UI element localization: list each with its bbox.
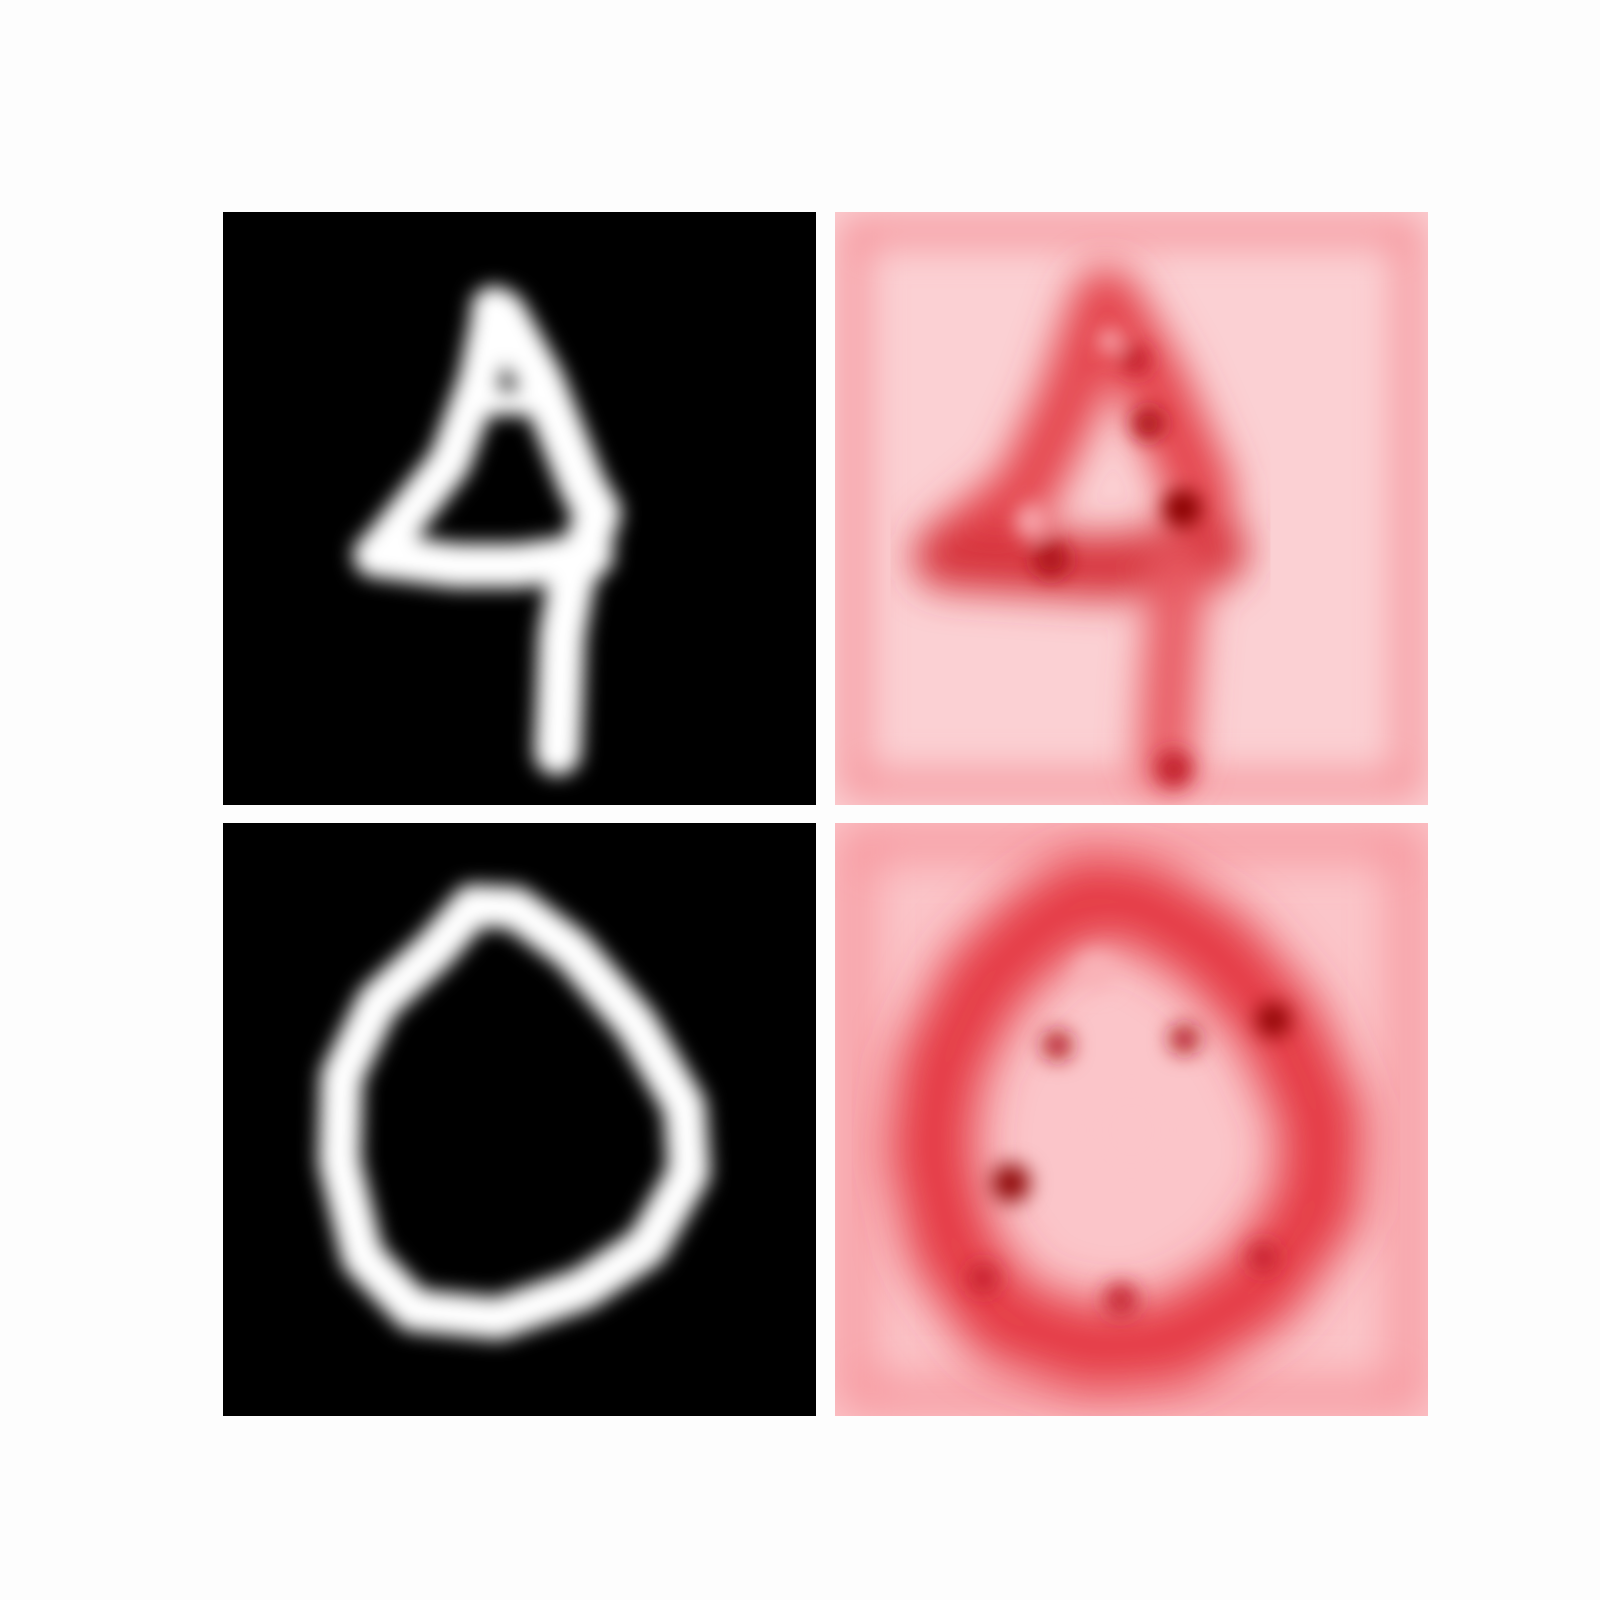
heatmap-0-lowspot bbox=[1076, 952, 1115, 991]
heatmap-4-hotspot bbox=[1031, 540, 1071, 579]
heatmap-4-lowspot bbox=[1015, 504, 1049, 539]
heatmap-0-center-light bbox=[1063, 1058, 1200, 1203]
heatmap-0-hotspot bbox=[1247, 1242, 1278, 1272]
heatmap-4-stem-glow bbox=[1137, 544, 1206, 791]
heatmap-0-ring-glow bbox=[887, 854, 1365, 1391]
digit-0-ring bbox=[318, 884, 711, 1340]
heatmap-4-left-glow bbox=[919, 273, 1134, 583]
digit-4-stem bbox=[534, 540, 598, 776]
heatmap-0-hotspot bbox=[1256, 1003, 1291, 1037]
digit-0-image bbox=[223, 823, 816, 1416]
heatmap-4-lowspot bbox=[1097, 328, 1124, 354]
heatmap-4-hotspot bbox=[1120, 345, 1151, 376]
heatmap-0-border bbox=[842, 830, 1421, 1409]
digit-4-image-svg bbox=[223, 212, 816, 805]
digit-0-heatmap-svg bbox=[835, 823, 1428, 1416]
heatmap-0-hotspot bbox=[968, 1263, 999, 1294]
digit-4-heatmap bbox=[835, 212, 1428, 805]
digit-4-heatmap-svg bbox=[835, 212, 1428, 805]
digit-0-heatmap bbox=[835, 823, 1428, 1416]
digit-4-image bbox=[223, 212, 816, 805]
heatmap-0-hotspot bbox=[1169, 1024, 1200, 1054]
digit-4-left-stroke bbox=[358, 288, 516, 573]
heatmap-0-hotspot bbox=[1042, 1030, 1073, 1061]
heatmap-4-hotspot bbox=[1163, 489, 1202, 528]
heatmap-4-hotspot bbox=[1154, 749, 1193, 789]
heatmap-4-border bbox=[842, 219, 1421, 798]
heatmap-0-hotspot bbox=[1103, 1282, 1138, 1317]
heatmap-0-hotspot bbox=[991, 1163, 1030, 1203]
heatmap-4-hotspot bbox=[1131, 406, 1166, 441]
digit-0-image-svg bbox=[223, 823, 816, 1416]
